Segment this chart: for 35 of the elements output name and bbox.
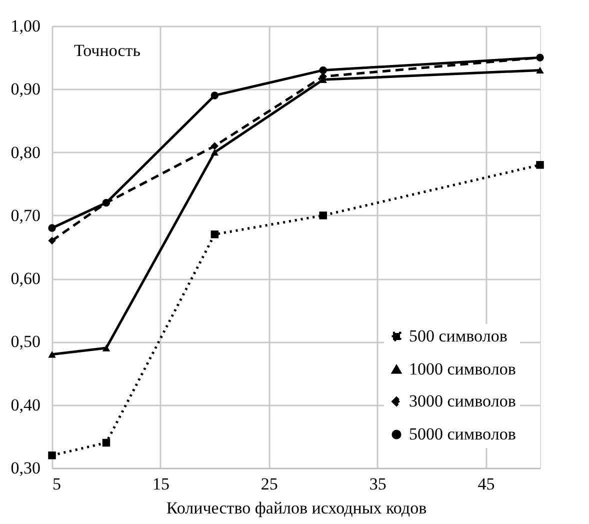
point (48, 452, 56, 460)
y-tick-label: 0,40 (10, 395, 40, 414)
point (536, 161, 544, 169)
point (48, 236, 56, 245)
x-tick-label: 35 (369, 474, 386, 494)
y-tick-label: 0,60 (10, 269, 40, 288)
legend-label: 5000 символов (409, 424, 516, 444)
point (48, 224, 56, 232)
x-tick-label: 25 (260, 474, 278, 494)
point (536, 54, 544, 62)
y-tick-label: 1,00 (10, 16, 40, 36)
legend-label: 1000 символов (409, 360, 516, 378)
point (210, 142, 219, 150)
point (210, 92, 219, 100)
point (319, 212, 327, 220)
y-tick-label: 0,80 (10, 142, 40, 162)
x-tick-label: 45 (478, 474, 495, 494)
point (102, 198, 110, 207)
point (536, 66, 544, 74)
point (102, 438, 110, 447)
point (102, 344, 110, 352)
legend-label: 500 символов (409, 326, 508, 346)
point (48, 350, 56, 358)
y-tick-label: 0,70 (10, 206, 40, 225)
x-axis-title: Количество файлов исходных кодов (166, 498, 427, 518)
y-axis-title: Точность (74, 41, 141, 60)
point (210, 148, 219, 156)
y-tick-label: 0,90 (10, 80, 40, 99)
point (319, 66, 327, 74)
legend-label: 3000 символов (409, 392, 516, 410)
y-tick-label: 0,50 (10, 332, 40, 352)
point (210, 230, 219, 238)
x-tick-label: 15 (152, 474, 170, 494)
y-tick-label: 0,30 (10, 458, 40, 478)
x-tick-label: 5 (52, 474, 61, 494)
